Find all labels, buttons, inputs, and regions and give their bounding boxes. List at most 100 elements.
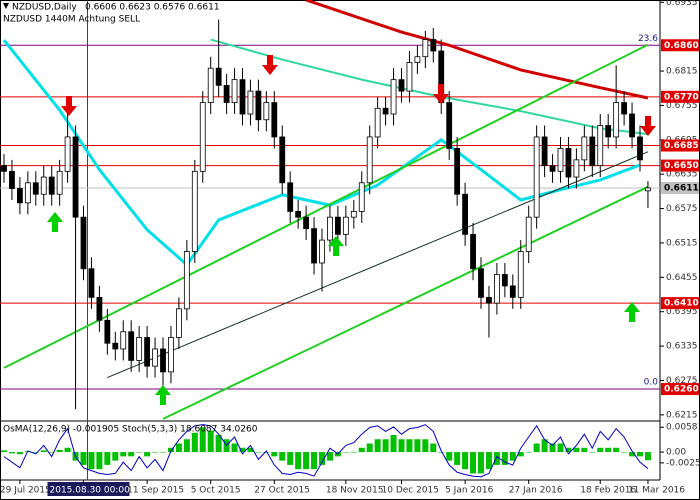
- candle-body: [319, 239, 325, 264]
- osma-bar: [501, 452, 508, 465]
- osma-bar: [295, 452, 302, 470]
- x-tick-label: 5 Jan 2016: [445, 486, 493, 496]
- osma-bar: [509, 452, 516, 461]
- osma-bar: [120, 452, 127, 457]
- candle-body: [390, 79, 397, 115]
- osma-bar: [56, 449, 63, 453]
- candle-body: [152, 348, 158, 367]
- osma-bar: [271, 452, 278, 457]
- osma-bar: [637, 452, 643, 457]
- osma-bar: [557, 443, 564, 453]
- candle-body: [414, 56, 421, 63]
- osma-bar: [478, 452, 484, 474]
- osma-bar: [406, 439, 413, 453]
- osma-bar: [104, 452, 111, 465]
- candle-body: [462, 193, 469, 235]
- candle-body: [223, 84, 230, 103]
- y-tick-label: 0.6815: [666, 67, 698, 77]
- candle-body: [350, 211, 357, 218]
- candle-body: [279, 136, 286, 184]
- ohlc-info: 0.6606 0.6623 0.6576 0.6611: [85, 3, 220, 13]
- osma-bar: [589, 452, 596, 453]
- y-tick-label: 0.6575: [666, 204, 698, 214]
- osma-bar: [597, 447, 604, 453]
- candle-body: [247, 90, 254, 115]
- level-label-box: [661, 181, 699, 194]
- osma-bar: [8, 452, 15, 454]
- candle-body: [493, 274, 500, 304]
- stoch-line: [3, 424, 649, 478]
- candle-body: [231, 79, 238, 103]
- indicator-title: OsMA(12,26,9) -0.001905 Stoch(5,3,3) 18.…: [3, 425, 258, 435]
- candle-body: [422, 39, 429, 58]
- osma-bar: [541, 439, 548, 453]
- y-tick-label: 0.6635: [666, 170, 698, 180]
- osma-bar: [128, 452, 135, 457]
- x-tick-label: 27 Oct 2015: [254, 486, 310, 496]
- candle-body: [366, 136, 373, 184]
- osma-bar: [96, 452, 103, 470]
- symbol-icon: [3, 3, 9, 9]
- level-label: 0.6611: [664, 183, 699, 193]
- candle-body: [136, 337, 143, 361]
- osma-bar: [549, 443, 556, 453]
- overlay-line: [162, 185, 649, 420]
- candle-body: [128, 331, 135, 361]
- chart-subtitle: NZDUSD 1440M Achtung SELL: [3, 15, 140, 25]
- candle-body: [374, 107, 381, 138]
- osma-bar: [414, 439, 421, 453]
- candle-body: [613, 102, 620, 138]
- candle-body: [64, 136, 71, 172]
- osma-bar: [350, 452, 357, 453]
- osma-bar: [525, 452, 532, 453]
- osma-bar: [48, 452, 55, 453]
- indicator-tick-label: -0.00253: [666, 458, 700, 468]
- x-tick-label: 5 Oct 2015: [191, 486, 241, 496]
- candle-body: [175, 308, 182, 338]
- x-tick-label: 29 Jul 2015: [0, 486, 51, 496]
- candle-body: [207, 67, 214, 103]
- osma-bar: [485, 452, 492, 470]
- osma-bar: [167, 447, 174, 453]
- osma-bar: [183, 439, 190, 453]
- candle-body: [581, 136, 588, 161]
- overlay-line: [305, 0, 649, 100]
- y-tick-label: 0.6215: [666, 410, 698, 420]
- level-label: 0.6685: [664, 141, 699, 151]
- candle-body: [605, 125, 612, 138]
- y-tick-label: 0.6395: [666, 307, 698, 317]
- candle-body: [525, 216, 532, 252]
- candle-body: [183, 251, 190, 310]
- osma-bar: [454, 452, 461, 465]
- y-tick-label: 0.6455: [666, 273, 698, 283]
- candle-body: [32, 182, 39, 195]
- candle-body: [557, 148, 564, 172]
- candle-body: [565, 148, 572, 178]
- candle-body: [358, 182, 365, 212]
- osma-bar: [446, 452, 453, 461]
- candle-body: [589, 136, 596, 166]
- y-tick-label: 0.6335: [666, 342, 698, 352]
- osma-bar: [136, 452, 143, 453]
- candle-body: [287, 182, 294, 212]
- osma-bar: [32, 452, 39, 453]
- x-tick-label: 11 Mar 2016: [628, 486, 685, 496]
- level-label: 0.6770: [664, 92, 699, 102]
- osma-bar: [144, 452, 151, 457]
- osma-bar: [470, 452, 477, 474]
- x-tick-label: 27 Jan 2016: [509, 486, 563, 496]
- osma-bar: [16, 452, 23, 455]
- osma-bar: [533, 443, 540, 453]
- candle-body: [144, 337, 151, 367]
- osma-bar: [644, 452, 651, 461]
- level-label-box: [661, 159, 699, 172]
- candle-body: [255, 90, 262, 121]
- osma-bar: [326, 452, 333, 461]
- osma-bar: [80, 452, 87, 465]
- x-tick-label: 10 Dec 2015: [382, 486, 440, 496]
- candle-body: [199, 102, 206, 172]
- osma-bar: [311, 452, 318, 470]
- x-tick-label: 2015.08.30 00:00: [50, 486, 131, 496]
- indicator-tick-label: 0.00: [666, 448, 686, 458]
